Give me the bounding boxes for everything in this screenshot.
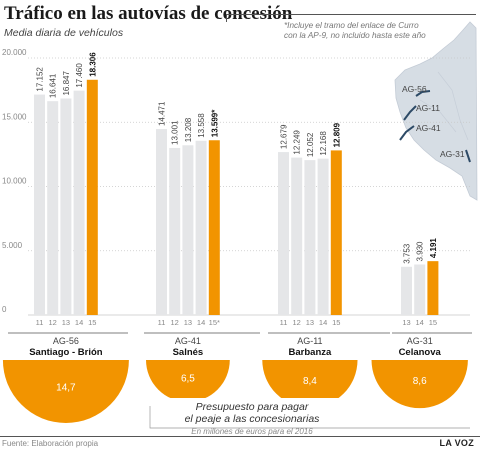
y-tick-label: 10.000 xyxy=(2,177,27,186)
route-line-ag11 xyxy=(403,105,417,121)
x-tick-label: 12 xyxy=(171,318,179,327)
budget-title-line: Presupuesto para pagar xyxy=(196,401,309,413)
route-line-ag31 xyxy=(465,149,471,163)
route-line-ag41 xyxy=(399,125,415,141)
budget-value-label: 6,5 xyxy=(181,374,195,385)
x-tick-label: 12 xyxy=(49,318,57,327)
source-text: Fuente: Elaboración propia xyxy=(2,439,99,448)
budget-semicircle xyxy=(371,360,468,409)
y-tick-label: 20.000 xyxy=(2,48,27,57)
group-name-label: Salnés xyxy=(173,347,204,358)
bar-value-label: 12.809 xyxy=(332,122,341,147)
bar-value-label: 3.753 xyxy=(403,243,412,264)
bar xyxy=(73,90,85,315)
x-tick-label: 12 xyxy=(293,318,301,327)
chart-title: Tráfico en las autovías de concesión xyxy=(4,3,293,24)
bar-value-label: 3.930 xyxy=(416,241,425,262)
bar-value-label: 13.208 xyxy=(184,117,193,142)
x-tick-label: 13 xyxy=(62,318,70,327)
traffic-chart: AG-56 AG-11 AG-41 AG-31 0 5.000 10.000 15.000 20… xyxy=(2,21,478,436)
y-tick-label: 5.000 xyxy=(2,241,23,250)
bar xyxy=(195,140,207,315)
budget-semicircle xyxy=(146,360,230,402)
bar xyxy=(86,79,98,315)
bar xyxy=(182,145,194,315)
bar-value-label: 14.471 xyxy=(158,101,167,126)
x-tick-label: 14 xyxy=(75,318,83,327)
x-tick-label: 15* xyxy=(209,318,220,327)
footer-rule xyxy=(0,436,480,437)
bar-value-label: 4.191 xyxy=(429,238,438,259)
title-rule xyxy=(226,14,476,15)
chart-subtitle: Media diaria de vehículos xyxy=(4,27,124,39)
bar-value-label: 17.460 xyxy=(75,63,84,88)
title-rule-tick xyxy=(226,14,227,22)
x-tick-label: 14 xyxy=(197,318,205,327)
x-tick-label: 13 xyxy=(306,318,314,327)
x-tick-label: 15 xyxy=(332,318,340,327)
y-tick-label: 15.000 xyxy=(2,112,27,121)
x-tick-label: 13 xyxy=(402,318,410,327)
bar xyxy=(427,261,439,315)
bar xyxy=(34,94,45,315)
x-tick-label: 11 xyxy=(158,318,166,327)
bar-value-label: 13.001 xyxy=(171,120,180,145)
map-relief-line xyxy=(437,71,469,141)
group-route-label: AG-11 xyxy=(297,336,322,346)
x-tick-label: 11 xyxy=(36,318,44,327)
bar xyxy=(330,150,342,315)
budget-value-label: 14,7 xyxy=(56,382,76,393)
bar xyxy=(169,147,181,315)
x-tick-label: 15 xyxy=(88,318,96,327)
budget-semicircle xyxy=(262,360,358,408)
map-relief-line xyxy=(419,99,457,133)
bar-value-label: 16.847 xyxy=(62,70,71,95)
bar-value-label: 12.168 xyxy=(319,131,328,156)
y-tick-label: 0 xyxy=(2,305,7,314)
bar xyxy=(304,160,316,315)
bar-value-label: 13.599* xyxy=(210,109,219,137)
budget-semicircle xyxy=(2,360,129,423)
budget-bracket xyxy=(149,406,470,429)
map-label: AG-56 xyxy=(402,84,427,94)
bar xyxy=(47,101,59,315)
budget-caption-bg xyxy=(160,398,340,426)
budget-value-label: 8,6 xyxy=(413,376,427,387)
bar-value-label: 12.249 xyxy=(293,130,302,155)
bar xyxy=(156,129,167,315)
bar xyxy=(401,266,412,315)
bar xyxy=(317,158,329,315)
group-name-label: Santiago - Brión xyxy=(29,347,103,358)
bar xyxy=(60,98,72,315)
bar xyxy=(414,264,426,315)
route-line-ag56 xyxy=(415,90,431,97)
x-tick-label: 14 xyxy=(319,318,327,327)
group-name-label: Barbanza xyxy=(289,347,332,358)
budget-subtitle: En millones de euros para el 2016 xyxy=(191,427,313,436)
bar xyxy=(291,157,303,315)
bar-value-label: 12.679 xyxy=(280,124,289,149)
group-route-label: AG-31 xyxy=(407,336,433,346)
bar-value-label: 16.641 xyxy=(49,73,58,98)
bar-value-label: 13.558 xyxy=(197,113,206,138)
bar-value-label: 12.052 xyxy=(306,132,315,157)
map-label: AG-31 xyxy=(440,149,465,159)
publisher-logo: LA VOZ xyxy=(439,438,474,448)
x-tick-label: 14 xyxy=(416,318,424,327)
map-label: AG-41 xyxy=(416,123,441,133)
budget-value-label: 8,4 xyxy=(303,376,317,387)
budget-title-line: el peaje a las concesionarias xyxy=(185,413,321,425)
bar xyxy=(278,152,289,315)
group-route-label: AG-41 xyxy=(175,336,201,346)
x-tick-label: 15 xyxy=(429,318,437,327)
bar xyxy=(208,140,220,315)
group-name-label: Celanova xyxy=(399,347,442,358)
bar-value-label: 18.306 xyxy=(88,52,97,77)
group-route-label: AG-56 xyxy=(53,336,79,346)
x-tick-label: 11 xyxy=(280,318,288,327)
bar-value-label: 17.152 xyxy=(36,67,45,92)
map-label: AG-11 xyxy=(416,103,440,113)
footnote: *Incluye el tramo del enlace de Curro co… xyxy=(284,21,426,40)
x-tick-label: 13 xyxy=(184,318,192,327)
